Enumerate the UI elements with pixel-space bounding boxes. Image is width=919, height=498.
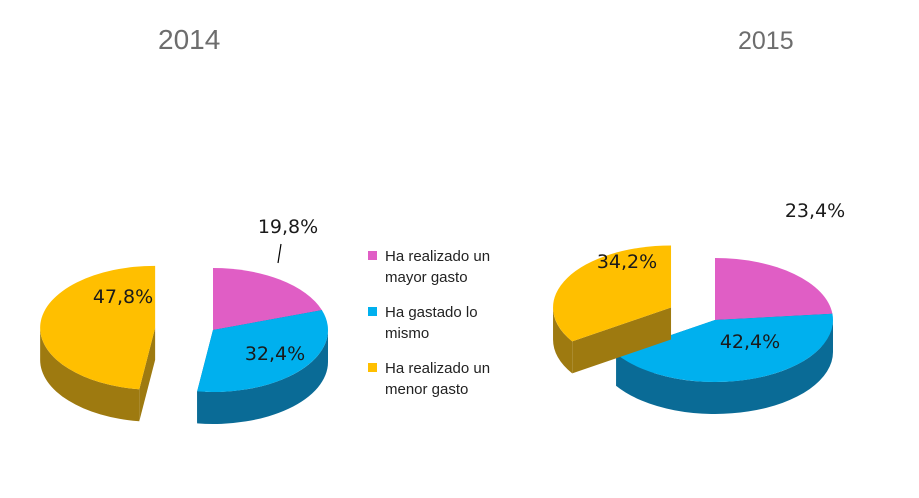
- chart-title-2015: 2015: [738, 27, 794, 55]
- data-label-2014-mayor: 19,8%: [258, 216, 318, 238]
- legend-item-menor: Ha realizado un menor gasto: [368, 358, 508, 400]
- data-label-2015-menor: 34,2%: [597, 251, 657, 273]
- legend-label-menor: Ha realizado un menor gasto: [385, 360, 491, 398]
- slice-top-2015-menor: [553, 245, 672, 342]
- slice-2014-mismo: [197, 310, 328, 424]
- legend-swatch-mayor: [368, 251, 377, 260]
- slice-top-2014-menor: [40, 265, 156, 390]
- data-label-2015-mismo: 42,4%: [720, 331, 780, 353]
- slice-2014-menor: [40, 265, 156, 422]
- legend-label-mismo: Ha gastado lo mismo: [385, 304, 478, 342]
- chart-title-2014: 2014: [158, 24, 221, 55]
- data-label-2014-menor: 47,8%: [93, 286, 153, 308]
- pie-2015: 23,4% 42,4% 34,2%: [553, 200, 845, 414]
- legend-label-mayor: Ha realizado un mayor gasto: [385, 248, 491, 286]
- slice-top-2014-mayor: [213, 268, 322, 330]
- legend-swatch-menor: [368, 363, 377, 372]
- slice-rim-2015-menor-0: [553, 307, 573, 374]
- pie-2014: 19,8% 32,4% 47,8%: [40, 216, 328, 424]
- slice-top-2015-mismo: [616, 313, 834, 382]
- slice-wall-2015-menor-0: [572, 307, 672, 374]
- legend-swatch-mismo: [368, 307, 377, 316]
- slice-2015-mismo: [616, 313, 834, 414]
- legend-item-mismo: Ha gastado lo mismo: [368, 302, 508, 344]
- slice-top-2015-mayor: [715, 258, 833, 320]
- legend-item-mayor: Ha realizado un mayor gasto: [368, 246, 508, 288]
- slice-rim-2014-menor-0: [40, 327, 140, 422]
- leader-line-2014: [277, 243, 282, 264]
- data-label-2014-mismo: 32,4%: [245, 343, 305, 365]
- slice-top-2014-mismo: [197, 310, 328, 392]
- data-label-2015-mayor: 23,4%: [785, 200, 845, 222]
- legend: Ha realizado un mayor gasto Ha gastado l…: [368, 246, 508, 414]
- slice-2015-menor: [553, 245, 672, 374]
- slice-rim-2014-mismo-0: [197, 330, 328, 424]
- slice-wall-2014-menor-0: [139, 327, 156, 422]
- slice-rim-2015-mismo-0: [616, 320, 833, 414]
